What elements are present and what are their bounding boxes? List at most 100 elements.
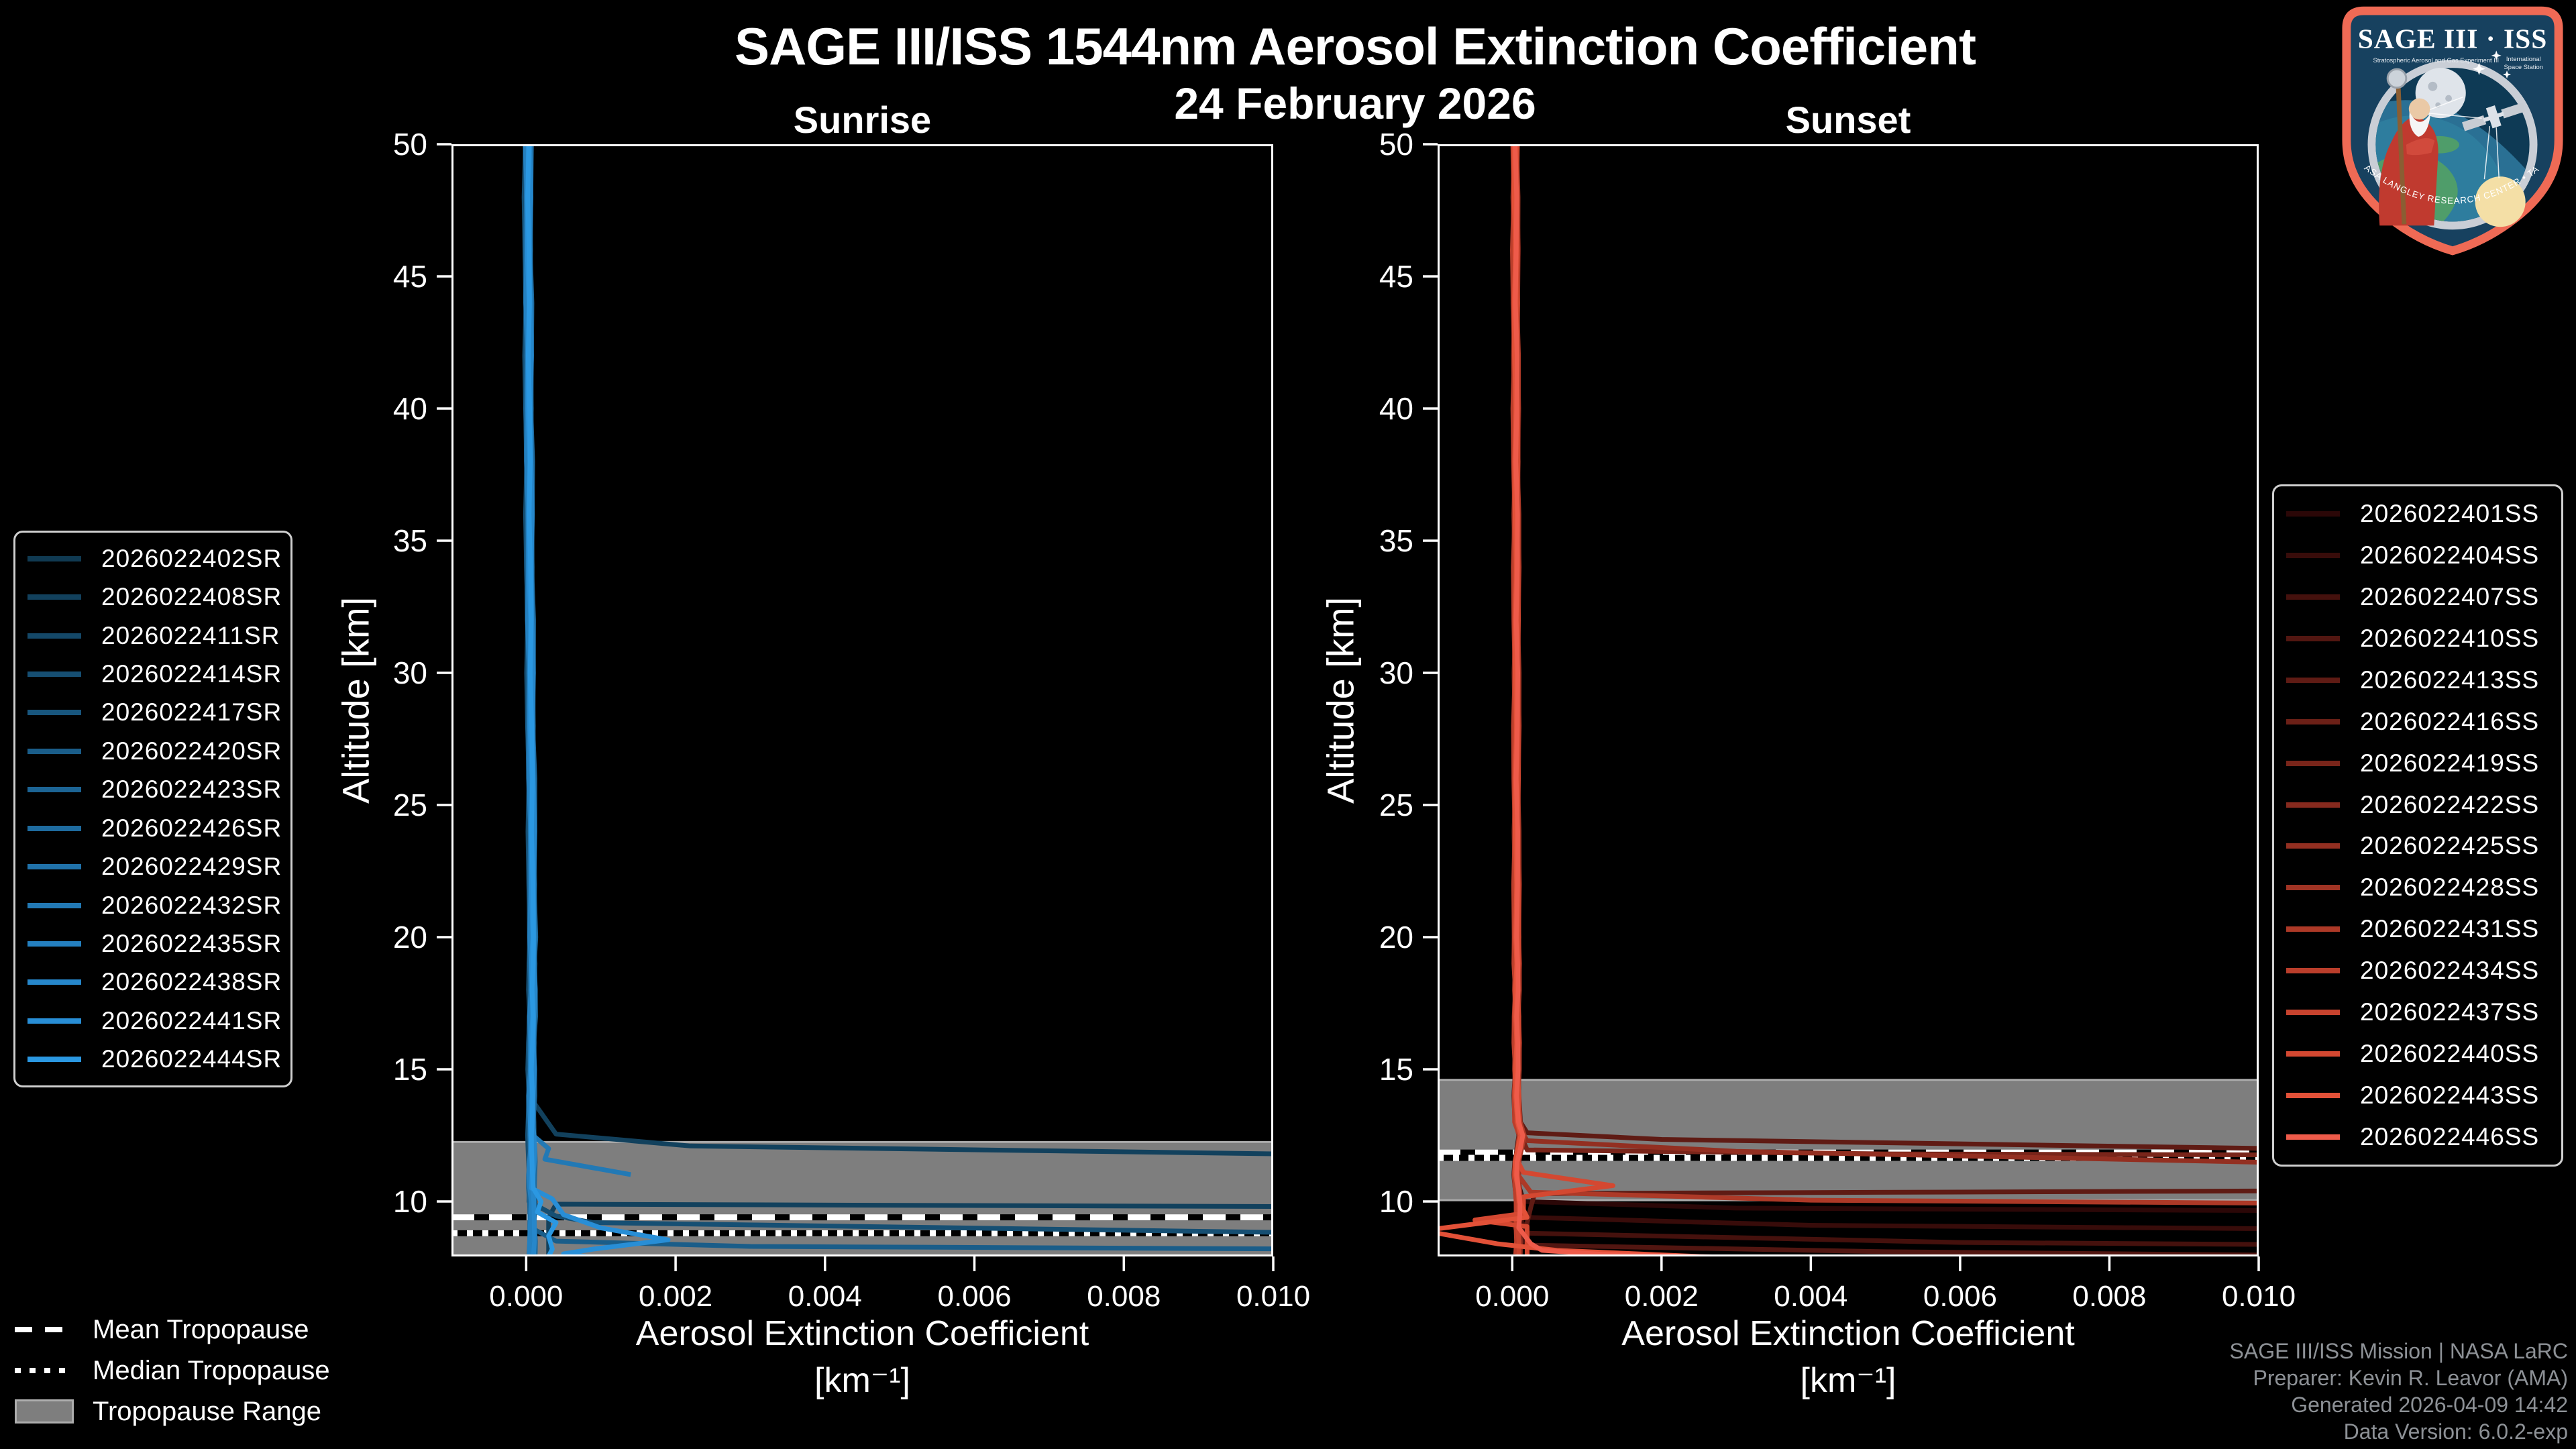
legend-item-2026022429SR: 2026022429SR	[15, 853, 290, 881]
sunrise-plot: 0.000 0.002 0.004 0.006 0.008 0.010 50 45 40 35 30…	[393, 127, 1310, 1313]
legend-label: 2026022440SS	[2360, 1040, 2540, 1068]
legend-item-2026022419SS: 2026022419SS	[2274, 749, 2561, 777]
legend-label: 2026022428SS	[2360, 873, 2540, 902]
legend-label: 2026022446SS	[2360, 1123, 2540, 1151]
legend-line-icon	[2286, 1093, 2340, 1099]
y-tick-label: 40	[393, 391, 427, 426]
figure-title: SAGE III/ISS 1544nm Aerosol Extinction C…	[735, 17, 1976, 76]
y-tick-label: 35	[393, 523, 427, 558]
legend-line-icon	[2286, 1051, 2340, 1057]
axes-spines	[1438, 144, 2259, 1256]
legend-item-2026022437SS: 2026022437SS	[2274, 998, 2561, 1026]
legend-line-icon	[2286, 718, 2340, 724]
y-tick-label: 15	[1379, 1052, 1413, 1087]
sunset-plot-area	[1438, 144, 2259, 1256]
legend-label: 2026022432SR	[101, 891, 282, 919]
legend-label: 2026022431SS	[2360, 915, 2540, 943]
legend-line-icon	[2286, 594, 2340, 600]
legend-item-2026022411SR: 2026022411SR	[15, 622, 290, 650]
tropopause-range-band	[451, 1142, 1273, 1256]
y-tick-label: 50	[1379, 127, 1413, 162]
legend-line-icon	[28, 710, 81, 716]
legend-label: 2026022423SR	[101, 775, 282, 804]
logo-sun-icon	[2475, 176, 2526, 227]
mean-tropopause-legend-item: Mean Tropopause	[15, 1312, 330, 1347]
legend-line-icon	[28, 748, 81, 754]
legend-line-icon	[2286, 843, 2340, 849]
x-tick-label: 0.000	[1475, 1280, 1549, 1313]
legend-item-2026022444SR: 2026022444SR	[15, 1045, 290, 1073]
legend-item-2026022440SS: 2026022440SS	[2274, 1040, 2561, 1068]
legend-line-icon	[28, 594, 81, 600]
legend-item-2026022443SS: 2026022443SS	[2274, 1081, 2561, 1110]
y-tick-label: 25	[1379, 788, 1413, 822]
sunset-x-axis-label: Aerosol Extinction Coefficient	[1621, 1314, 2075, 1353]
legend-line-icon	[28, 555, 81, 561]
x-tick-label: 0.002	[1625, 1280, 1699, 1313]
x-tick-label: 0.000	[489, 1280, 563, 1313]
logo-subtitle-left: Stratospheric Aerosol and Gas Experiment…	[2373, 57, 2499, 64]
legend-label: 2026022444SR	[101, 1045, 282, 1073]
figure-date: 24 February 2026	[1174, 78, 1536, 128]
legend-item-2026022413SS: 2026022413SS	[2274, 666, 2561, 694]
profile-2026022446SS	[1513, 144, 1721, 1256]
median-tropopause-label: Median Tropopause	[93, 1355, 330, 1385]
tropopause-range-swatch-icon	[15, 1399, 74, 1424]
logo-stars	[2473, 50, 2512, 79]
legend-label: 2026022441SR	[101, 1006, 282, 1034]
x-tick-label: 0.008	[1087, 1280, 1161, 1313]
y-tick-label: 25	[393, 788, 427, 822]
sage-iii-iss-logo: SAGE III · ISS Stratospheric Aerosol and…	[2340, 4, 2563, 256]
credit-generated: Generated 2026-04-09 14:42	[2291, 1393, 2568, 1417]
x-tick-label: 0.008	[2072, 1280, 2146, 1313]
logo-subtitle-right-1: International	[2506, 56, 2541, 62]
sunrise-legend: 2026022402SR 2026022408SR 2026022411SR 2026…	[13, 531, 292, 1087]
legend-label: 2026022402SR	[101, 544, 282, 572]
panel-title-sunset: Sunset	[1785, 99, 1911, 141]
legend-label: 2026022434SS	[2360, 957, 2540, 985]
legend-label: 2026022429SR	[101, 853, 282, 881]
y-tick-label: 40	[1379, 391, 1413, 426]
legend-item-2026022404SS: 2026022404SS	[2274, 541, 2561, 570]
legend-line-icon	[2286, 552, 2340, 558]
legend-label: 2026022414SR	[101, 659, 282, 688]
legend-item-2026022438SR: 2026022438SR	[15, 968, 290, 996]
legend-line-icon	[2286, 802, 2340, 808]
legend-item-2026022434SS: 2026022434SS	[2274, 957, 2561, 985]
legend-label: 2026022408SR	[101, 583, 282, 611]
legend-item-2026022425SS: 2026022425SS	[2274, 832, 2561, 860]
profile-2026022432SR	[526, 144, 631, 1177]
legend-line-icon	[2286, 760, 2340, 766]
axes-spines	[451, 144, 1273, 1256]
mean-tropopause-label: Mean Tropopause	[93, 1314, 309, 1344]
tropopause-range-label: Tropopause Range	[93, 1396, 321, 1426]
legend-item-2026022432SR: 2026022432SR	[15, 892, 290, 920]
legend-item-2026022426SR: 2026022426SR	[15, 814, 290, 843]
legend-item-2026022422SS: 2026022422SS	[2274, 791, 2561, 819]
sunrise-x-axis-label: Aerosol Extinction Coefficient	[635, 1314, 1089, 1353]
profile-2026022441SR	[525, 144, 671, 1256]
logo-moon-crater	[2445, 95, 2453, 102]
median-tropopause-legend-item: Median Tropopause	[15, 1353, 330, 1388]
sunset-legend: 2026022401SS 2026022404SS 2026022407SS 2026…	[2272, 484, 2563, 1167]
legend-label: 2026022419SS	[2360, 749, 2540, 777]
x-tick-label: 0.010	[1236, 1280, 1310, 1313]
legend-label: 2026022420SR	[101, 737, 282, 765]
legend-item-2026022423SR: 2026022423SR	[15, 775, 290, 804]
credit-mission: SAGE III/ISS Mission | NASA LaRC	[2229, 1339, 2568, 1363]
profile-2026022444SR	[525, 144, 559, 1256]
legend-item-2026022446SS: 2026022446SS	[2274, 1123, 2561, 1151]
legend-label: 2026022435SR	[101, 929, 282, 957]
y-tick-label: 50	[393, 127, 427, 162]
legend-label: 2026022410SS	[2360, 624, 2540, 652]
legend-item-2026022410SS: 2026022410SS	[2274, 625, 2561, 653]
y-tick-label: 10	[1379, 1184, 1413, 1219]
legend-item-2026022417SR: 2026022417SR	[15, 698, 290, 727]
legend-line-icon	[28, 1057, 81, 1063]
legend-label: 2026022416SS	[2360, 707, 2540, 735]
legend-label: 2026022411SR	[101, 621, 280, 649]
legend-label: 2026022438SR	[101, 968, 282, 996]
y-tick-label: 15	[393, 1052, 427, 1087]
legend-line-icon	[2286, 1010, 2340, 1016]
x-tick-label: 0.010	[2222, 1280, 2296, 1313]
